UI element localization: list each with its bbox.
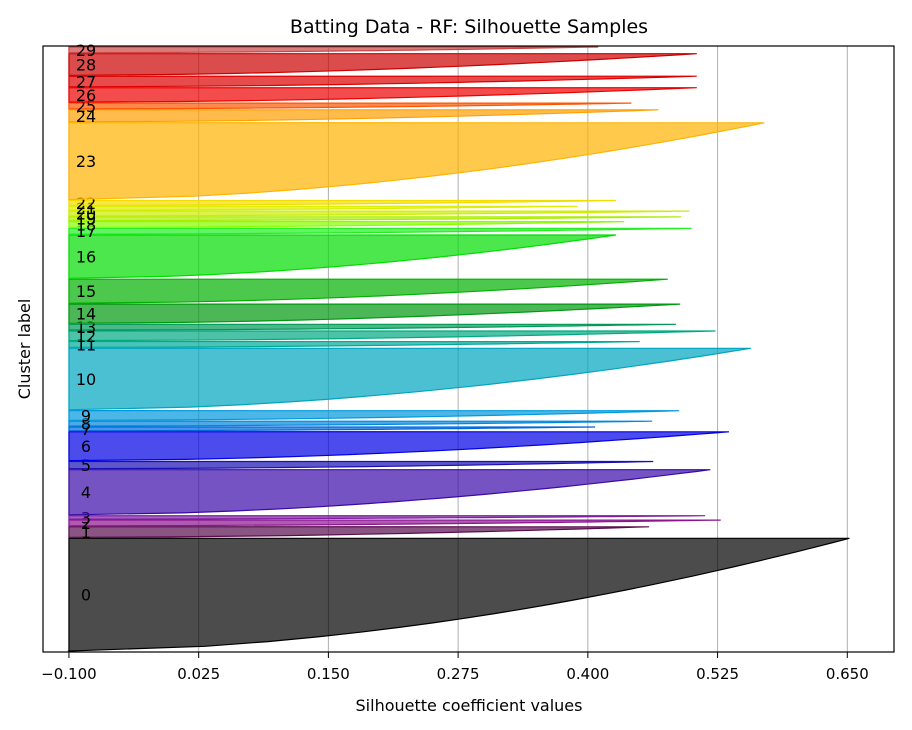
cluster-label-7: 7 [81, 420, 91, 439]
cluster-label-29: 29 [76, 41, 96, 60]
silhouette-band-1 [68, 526, 650, 538]
cluster-label-8: 8 [81, 415, 91, 434]
cluster-label-0: 0 [81, 586, 91, 605]
silhouette-band-7 [68, 426, 596, 432]
silhouette-band-13 [68, 323, 677, 331]
silhouette-band-23 [68, 122, 765, 201]
cluster-label-24: 24 [76, 107, 96, 126]
silhouette-band-15 [68, 278, 668, 304]
silhouette-band-24 [68, 109, 659, 123]
silhouette-band-27 [68, 75, 697, 88]
silhouette-band-20 [68, 210, 690, 217]
cluster-label-4: 4 [81, 483, 91, 502]
cluster-label-2: 2 [81, 514, 91, 533]
plot-frame [42, 45, 895, 653]
x-tick-label: 0.400 [566, 665, 609, 683]
x-tick-label: 0.150 [307, 665, 350, 683]
silhouette-band-18 [68, 221, 625, 229]
ticks-layer: −0.100 0.025 0.150 0.275 0.400 0.525 0.650 [41, 652, 869, 683]
clusters-layer: 0123456789101112131415161718192021222324… [67, 41, 850, 653]
silhouette-band-10 [68, 347, 751, 411]
cluster-label-23: 23 [76, 152, 96, 171]
silhouette-band-14 [68, 303, 681, 324]
silhouette-band-29 [68, 46, 599, 54]
cluster-label-27: 27 [76, 73, 96, 92]
silhouette-band-11 [68, 340, 640, 348]
x-tick-label: −0.100 [41, 665, 97, 683]
silhouette-band-4 [68, 469, 711, 516]
silhouette-band-26 [68, 87, 697, 103]
cluster-label-26: 26 [76, 86, 96, 105]
chart-title: Batting Data - RF: Silhouette Samples [290, 16, 648, 38]
cluster-label-6: 6 [81, 437, 91, 456]
x-tick-label: 0.525 [696, 665, 739, 683]
cluster-label-28: 28 [76, 55, 96, 74]
silhouette-band-25 [68, 102, 632, 110]
cluster-label-3: 3 [81, 508, 91, 527]
silhouette-band-16 [68, 234, 616, 279]
silhouette-band-19 [68, 216, 682, 222]
cluster-label-12: 12 [76, 327, 96, 346]
silhouette-band-12 [68, 330, 716, 342]
silhouette-band-8 [68, 420, 653, 427]
silhouette-band-2 [68, 519, 721, 527]
cluster-label-9: 9 [81, 406, 91, 425]
cluster-label-14: 14 [76, 305, 96, 324]
x-tick-label: 0.025 [177, 665, 220, 683]
cluster-label-16: 16 [76, 248, 96, 267]
silhouette-band-22 [68, 199, 616, 206]
cluster-label-15: 15 [76, 282, 96, 301]
x-axis-label: Silhouette coefficient values [356, 696, 583, 715]
x-tick-label: 0.275 [437, 665, 480, 683]
x-tick-label: 0.650 [826, 665, 869, 683]
silhouette-band-3 [68, 515, 706, 520]
y-axis-label: Cluster label [15, 299, 34, 400]
silhouette-band-6 [68, 431, 730, 462]
cluster-label-1: 1 [81, 523, 91, 542]
silhouette-band-5 [68, 460, 654, 470]
cluster-label-10: 10 [76, 370, 96, 389]
silhouette-band-9 [68, 410, 680, 421]
silhouette-band-28 [68, 53, 697, 76]
silhouette-band-21 [68, 205, 578, 211]
cluster-label-5: 5 [81, 456, 91, 475]
silhouette-band-0 [67, 537, 850, 653]
silhouette-band-17 [68, 227, 692, 235]
